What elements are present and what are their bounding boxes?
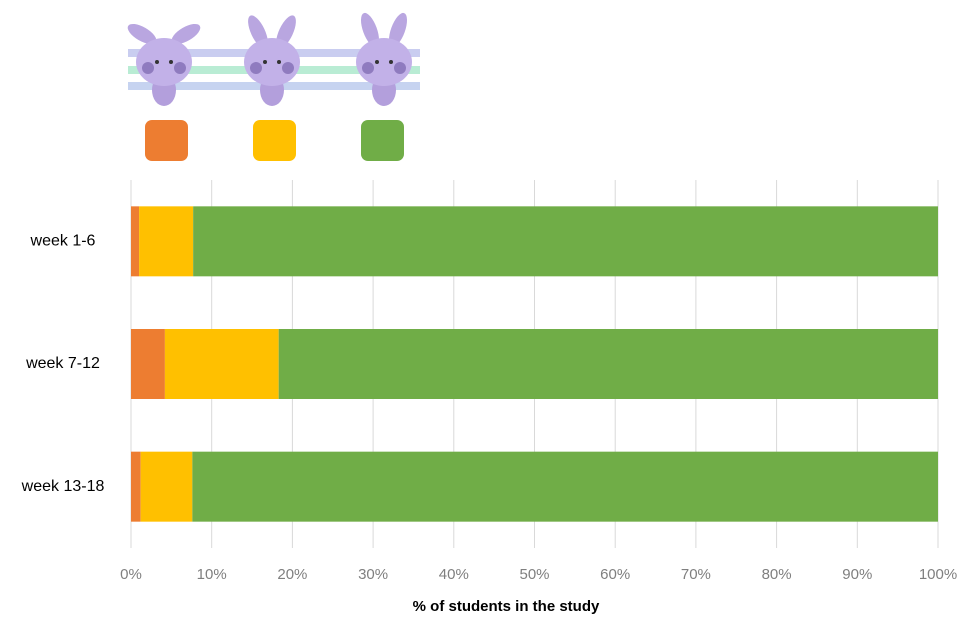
legend-swatch bbox=[253, 120, 296, 161]
bar-segment bbox=[164, 329, 279, 399]
x-tick-label: 70% bbox=[681, 566, 711, 583]
y-tick-label: week 7-12 bbox=[25, 355, 100, 372]
x-tick-label: 30% bbox=[358, 566, 388, 583]
bar-segment bbox=[192, 451, 938, 522]
bunny-icon bbox=[356, 12, 412, 106]
y-tick-label: week 1-6 bbox=[30, 233, 96, 250]
x-tick-label: 0% bbox=[120, 566, 142, 583]
x-tick-label: 100% bbox=[919, 566, 957, 583]
bunny-icon bbox=[244, 15, 300, 106]
bar-segment bbox=[131, 206, 140, 277]
x-tick-label: 10% bbox=[197, 566, 227, 583]
bar-segment bbox=[278, 329, 938, 399]
legend-decoration bbox=[127, 12, 420, 106]
x-tick-label: 90% bbox=[842, 566, 872, 583]
bar-segment bbox=[131, 329, 165, 399]
bar-segment bbox=[139, 206, 194, 277]
legend-swatch bbox=[145, 120, 188, 161]
bar-segment bbox=[131, 451, 141, 522]
legend-swatch bbox=[361, 120, 404, 161]
x-tick-label: 50% bbox=[519, 566, 549, 583]
bar-segment bbox=[193, 206, 938, 277]
x-tick-label: 40% bbox=[439, 566, 469, 583]
x-tick-label: 60% bbox=[600, 566, 630, 583]
bunny-icon bbox=[127, 23, 201, 106]
y-tick-label: week 13-18 bbox=[21, 478, 105, 495]
x-tick-label: 80% bbox=[762, 566, 792, 583]
bar-segment bbox=[140, 451, 193, 522]
x-tick-label: 20% bbox=[277, 566, 307, 583]
x-axis-title: % of students in the study bbox=[413, 598, 600, 615]
